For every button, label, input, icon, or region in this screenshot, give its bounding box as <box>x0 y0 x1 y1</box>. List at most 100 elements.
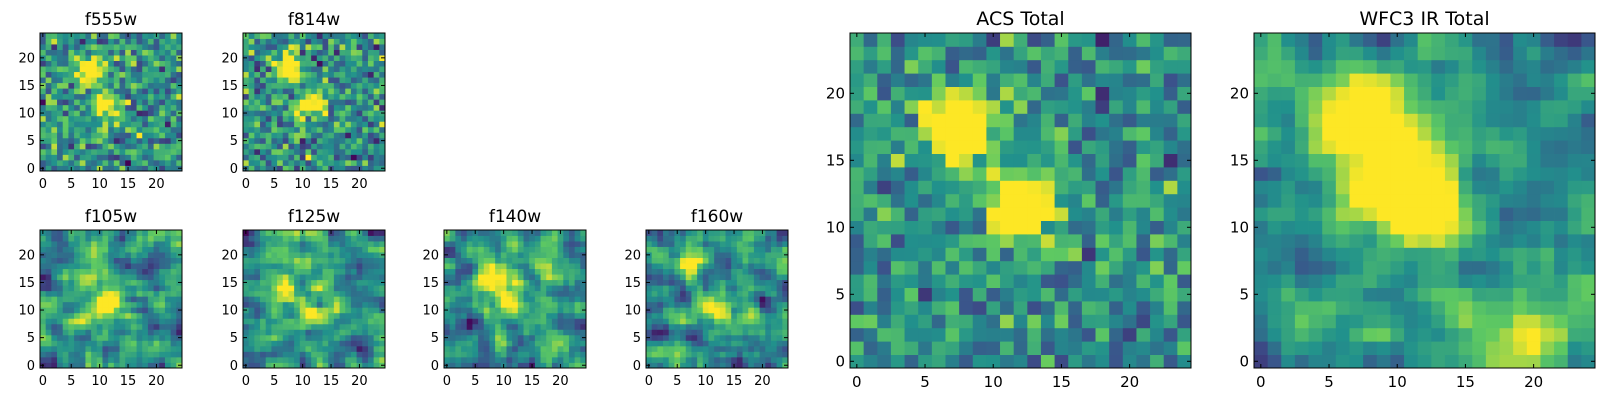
heatmap-cell <box>1054 234 1069 248</box>
heatmap-cell <box>890 100 905 114</box>
heatmap-cell <box>108 104 115 111</box>
heatmap-cell <box>444 318 451 325</box>
heatmap-cell <box>759 301 766 308</box>
heatmap-cell <box>85 246 92 253</box>
heatmap-cell <box>1349 220 1364 235</box>
heatmap-cell <box>1068 100 1083 114</box>
x-tick-label: 10 <box>697 374 714 389</box>
heatmap-cell <box>119 55 126 61</box>
heatmap-cell <box>373 318 380 325</box>
heatmap-cell <box>350 345 357 352</box>
heatmap-cell <box>96 49 103 56</box>
heatmap-cell <box>79 115 86 122</box>
heatmap-cell <box>478 301 485 308</box>
heatmap-cell <box>444 235 451 242</box>
x-tick-label: 15 <box>120 177 137 192</box>
heatmap-cell <box>147 301 154 308</box>
heatmap-cell <box>506 307 513 314</box>
heatmap-cell <box>176 66 183 73</box>
heatmap-cell <box>1095 193 1110 208</box>
heatmap-cell <box>322 77 329 84</box>
heatmap-cell <box>96 318 103 325</box>
heatmap-cell <box>444 285 451 292</box>
heatmap-cell <box>170 49 177 56</box>
x-tick-label: 20 <box>1120 373 1139 391</box>
heatmap-cell <box>119 77 126 84</box>
heatmap-cell <box>176 301 183 308</box>
heatmap-cell <box>373 121 380 128</box>
heatmap-cell <box>85 137 92 144</box>
heatmap-cell <box>248 77 255 84</box>
heatmap-cell <box>770 257 778 264</box>
heatmap-cell <box>580 230 587 236</box>
heatmap-cell <box>265 263 272 270</box>
heatmap-cell <box>367 104 375 111</box>
heatmap-cell <box>568 257 576 264</box>
heatmap-cell <box>74 38 81 45</box>
heatmap-cell <box>142 279 149 286</box>
heatmap-cell <box>311 340 318 347</box>
heatmap-cell <box>1322 180 1337 195</box>
y-tick-label: 15 <box>18 79 35 94</box>
heatmap-cell <box>79 66 86 73</box>
heatmap-cell <box>74 279 81 286</box>
heatmap-cell <box>466 307 473 314</box>
heatmap-cell <box>483 351 490 358</box>
heatmap-cell <box>850 140 865 154</box>
heatmap-cell <box>1040 167 1055 181</box>
heatmap-cell <box>877 73 892 87</box>
heatmap-cell <box>1081 126 1096 141</box>
heatmap-cell <box>373 274 380 281</box>
heatmap-cell <box>719 268 726 275</box>
heatmap-cell <box>890 140 905 154</box>
heatmap-cell <box>379 230 386 236</box>
heatmap-cell <box>1444 167 1459 181</box>
heatmap-cell <box>108 307 115 314</box>
heatmap-cell <box>45 356 52 363</box>
heatmap-cell <box>1513 247 1528 262</box>
heatmap-cell <box>345 93 352 100</box>
heatmap-cell <box>164 110 172 117</box>
heatmap-cell <box>540 235 547 242</box>
heatmap-cell <box>108 296 115 303</box>
heatmap-cell <box>736 307 743 314</box>
heatmap-cell <box>1335 341 1350 355</box>
heatmap-cell <box>142 60 149 67</box>
heatmap-cell <box>863 234 878 248</box>
heatmap-cell <box>986 126 1001 141</box>
heatmap-cell <box>731 290 738 297</box>
heatmap-cell <box>147 279 154 286</box>
heatmap-cell <box>373 279 380 286</box>
heatmap-cell <box>288 66 295 73</box>
heatmap-cell <box>260 88 267 95</box>
heatmap-cell <box>265 154 272 161</box>
heatmap-cell <box>350 241 357 247</box>
heatmap-cell <box>45 154 52 161</box>
heatmap-cell <box>51 104 58 111</box>
heatmap-cell <box>51 323 58 330</box>
heatmap-cell <box>959 247 974 262</box>
heatmap-cell <box>580 263 587 270</box>
heatmap-cell <box>322 323 329 330</box>
heatmap-cell <box>863 153 878 168</box>
heatmap-cell <box>260 137 267 144</box>
heatmap-cell <box>243 329 250 336</box>
heatmap-cell <box>890 341 905 355</box>
heatmap-cell <box>1163 220 1178 235</box>
heatmap-cell <box>753 257 760 264</box>
heatmap-cell <box>373 351 380 358</box>
heatmap-cell <box>759 312 766 319</box>
heatmap-cell <box>663 301 670 308</box>
heatmap-cell <box>483 362 490 369</box>
heatmap-cell <box>972 314 987 329</box>
heatmap-cell <box>119 285 126 292</box>
heatmap-cell <box>164 49 172 56</box>
heatmap-cell <box>540 345 547 352</box>
heatmap-cell <box>904 247 919 262</box>
x-tick-label: 15 <box>323 374 340 389</box>
heatmap-cell <box>254 93 261 100</box>
heatmap-cell <box>260 148 267 155</box>
heatmap-cell <box>40 71 47 78</box>
heatmap-cell <box>91 115 98 122</box>
heatmap-cell <box>540 268 547 275</box>
